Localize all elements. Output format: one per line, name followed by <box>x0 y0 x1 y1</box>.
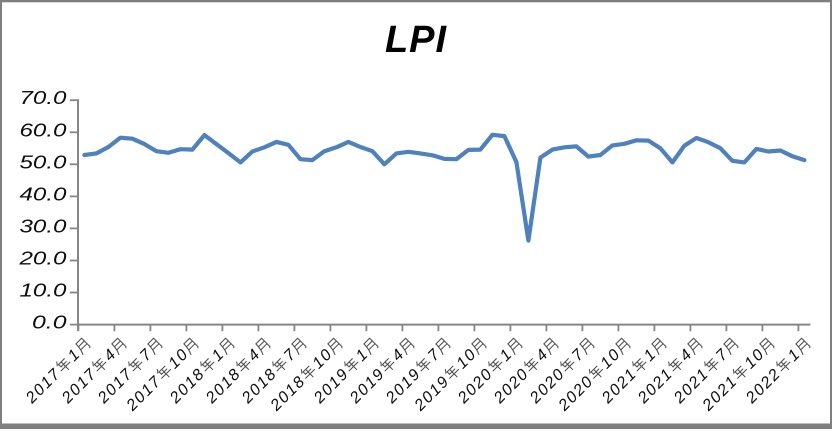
svg-text:10.0: 10.0 <box>20 281 67 301</box>
svg-text:50.0: 50.0 <box>20 152 67 172</box>
svg-text:30.0: 30.0 <box>20 216 67 236</box>
svg-text:70.0: 70.0 <box>20 88 67 108</box>
svg-text:60.0: 60.0 <box>20 120 67 140</box>
svg-text:LPI: LPI <box>385 19 448 61</box>
svg-text:20.0: 20.0 <box>18 249 66 269</box>
svg-text:0.0: 0.0 <box>32 313 67 333</box>
svg-text:40.0: 40.0 <box>20 184 67 204</box>
